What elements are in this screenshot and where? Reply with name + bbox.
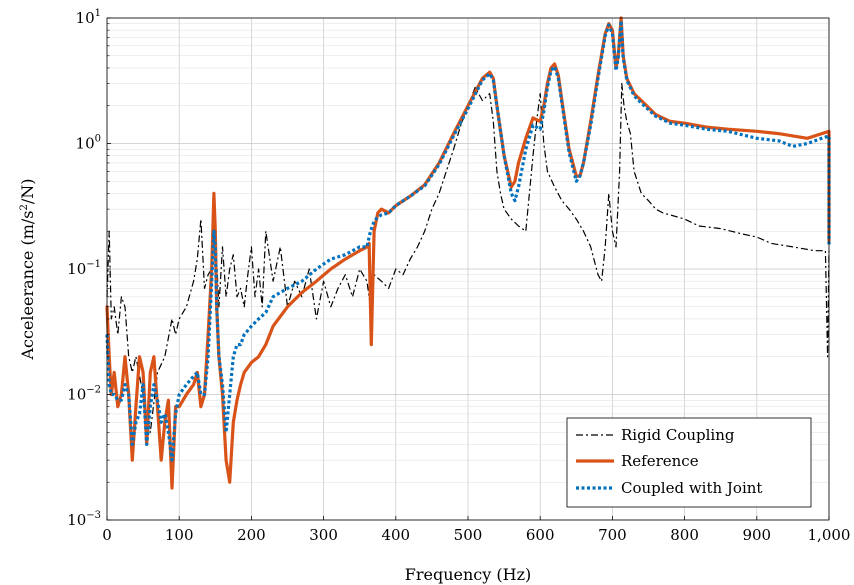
y-axis-label-text: Acceleerance (m/s (18, 210, 37, 360)
y-tick-exponent: −2 (86, 385, 101, 396)
y-tick-base: 10 (76, 9, 95, 27)
x-tick-label: 0 (102, 526, 112, 544)
x-axis-label: Frequency (Hz) (405, 565, 532, 584)
y-tick-base: 10 (76, 135, 95, 153)
y-tick-exponent: 0 (95, 134, 101, 145)
y-axis-label-superscript: 2 (19, 204, 30, 210)
y-tick-exponent: −3 (86, 510, 101, 521)
x-tick-label: 200 (237, 526, 266, 544)
x-tick-label: 300 (309, 526, 338, 544)
x-tick-label: 800 (670, 526, 699, 544)
y-tick-label: 10−3 (67, 510, 101, 529)
y-axis-label-end: /N) (18, 178, 37, 204)
legend-label-reference: Reference (621, 452, 699, 470)
series-line-coupled-with-joint (105, 19, 831, 462)
x-tick-label: 900 (742, 526, 771, 544)
y-tick-label: 100 (76, 134, 101, 153)
x-tick-label: 700 (598, 526, 627, 544)
legend: Rigid Coupling Reference Coupled with Jo… (566, 417, 812, 508)
x-tick-label: 400 (381, 526, 410, 544)
series-line-reference (105, 16, 831, 490)
y-tick-exponent: 1 (95, 8, 101, 19)
y-tick-label: 101 (76, 8, 101, 27)
axis-ticks: 0 100 200 300 400 500 600 700 800 900 1,00010−310−… (67, 8, 850, 544)
y-tick-base: 10 (67, 511, 86, 529)
legend-label-rigid-coupling: Rigid Coupling (621, 426, 735, 444)
y-tick-base: 10 (67, 386, 86, 404)
x-tick-label: 1,000 (808, 526, 851, 544)
y-axis-label: Acceleerance (m/s2/N) (18, 178, 37, 360)
legend-label-coupled-with-joint: Coupled with Joint (621, 479, 762, 497)
y-tick-label: 10−1 (67, 259, 101, 278)
x-tick-label: 100 (165, 526, 194, 544)
y-tick-base: 10 (67, 260, 86, 278)
plot-series (105, 16, 831, 490)
series-line-rigid-coupling (106, 82, 830, 433)
y-tick-label: 10−2 (67, 385, 101, 404)
x-tick-label: 600 (526, 526, 555, 544)
x-tick-label: 500 (454, 526, 483, 544)
y-tick-exponent: −1 (86, 259, 101, 270)
